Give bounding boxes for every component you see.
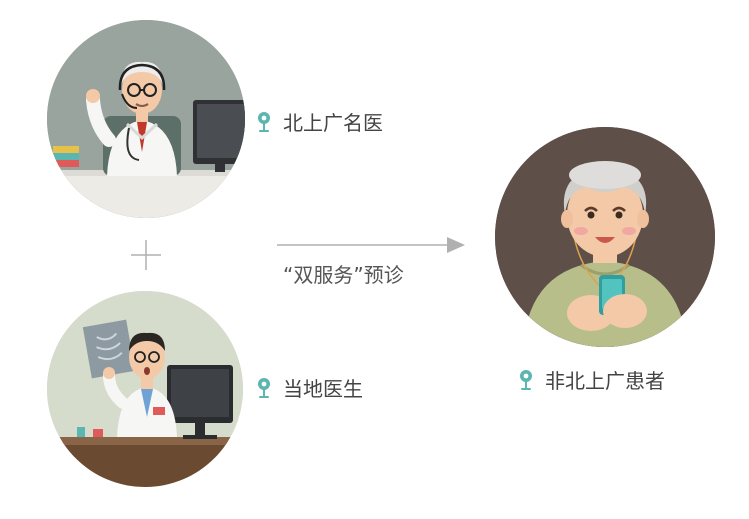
arrow-right-icon — [277, 237, 465, 253]
map-pin-icon — [258, 111, 270, 132]
famous-doctor-label: 北上广名医 — [257, 107, 383, 136]
patient-label-text: 非北上广患者 — [545, 369, 665, 393]
local-doctor-illustration — [47, 291, 243, 487]
patient-illustration — [495, 127, 715, 347]
map-pin-icon — [520, 369, 532, 390]
patient-image — [495, 127, 715, 347]
plus-icon — [131, 240, 161, 270]
map-pin-icon — [258, 377, 270, 398]
famous-doctor-illustration — [47, 20, 245, 218]
local-doctor-label-text: 当地医生 — [283, 377, 363, 401]
flow-caption: “双服务”预诊 — [283, 263, 404, 287]
local-doctor-image — [47, 291, 243, 487]
famous-doctor-label-text: 北上广名医 — [283, 111, 383, 135]
local-doctor-label: 当地医生 — [257, 373, 363, 402]
famous-doctor-image — [47, 20, 245, 218]
patient-label: 非北上广患者 — [519, 365, 665, 394]
